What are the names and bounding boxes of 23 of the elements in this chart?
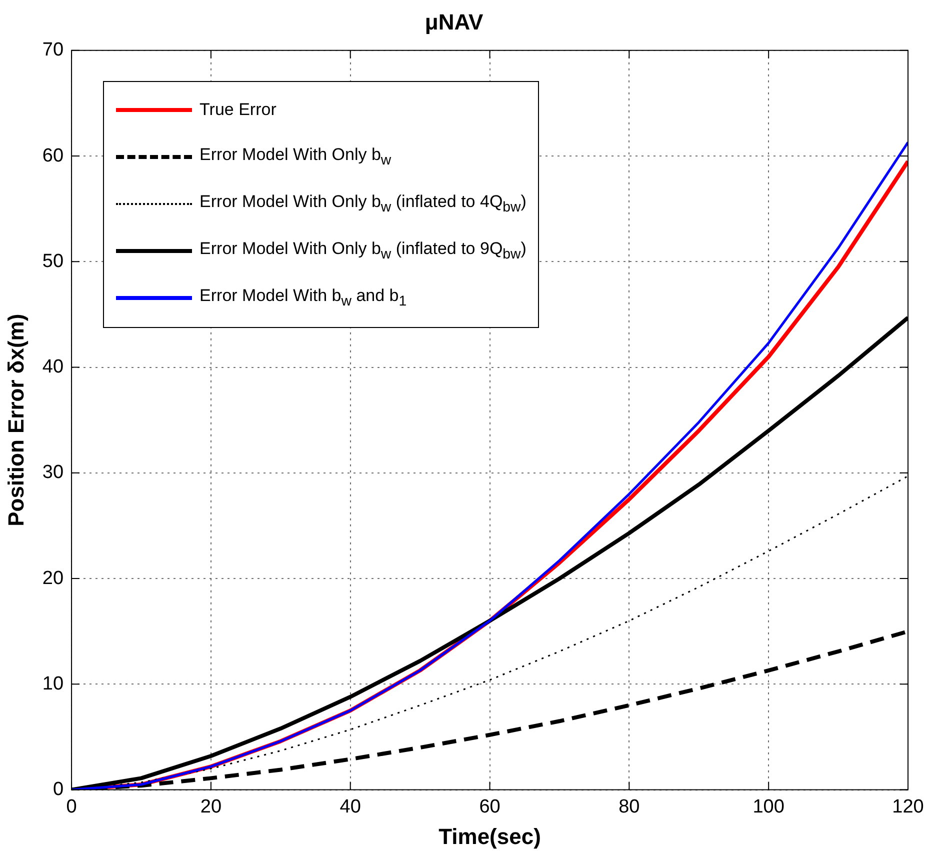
legend-label: Error Model With Only b$_{w}$ xyxy=(200,145,392,169)
x-tick-label: 0 xyxy=(66,796,77,818)
x-tick-label: 60 xyxy=(479,796,500,818)
x-tick-label: 120 xyxy=(892,796,924,818)
y-tick-label: 40 xyxy=(42,356,64,378)
legend-label: Error Model With Only b$_{w}$ (inflated to 9Q$_{b}$$_{w}$) xyxy=(200,239,526,263)
chart-title: μNAV xyxy=(424,9,484,34)
x-axis-title: Time(sec) xyxy=(438,824,541,849)
legend-label: Error Model With Only b$_{w}$ (inflated to 4Q$_{b}$$_{w}$) xyxy=(200,192,526,216)
y-tick-label: 10 xyxy=(42,673,64,694)
legend-label: Error Model With b$_{w}$ and b$_{1}$ xyxy=(200,286,407,310)
x-tick-label: 80 xyxy=(618,796,640,818)
y-tick-label: 30 xyxy=(42,462,64,484)
x-tick-label: 20 xyxy=(200,796,222,818)
x-tick-label: 100 xyxy=(752,796,784,818)
x-tick-label: 40 xyxy=(340,796,361,818)
y-axis-title: Position Error δx(m) xyxy=(3,314,28,526)
legend-label: True Error xyxy=(200,100,276,120)
y-tick-label: 0 xyxy=(52,779,64,800)
y-tick-label: 50 xyxy=(42,250,64,272)
y-tick-label: 70 xyxy=(42,40,64,61)
y-tick-label: 20 xyxy=(42,568,64,589)
y-tick-label: 60 xyxy=(42,145,64,166)
